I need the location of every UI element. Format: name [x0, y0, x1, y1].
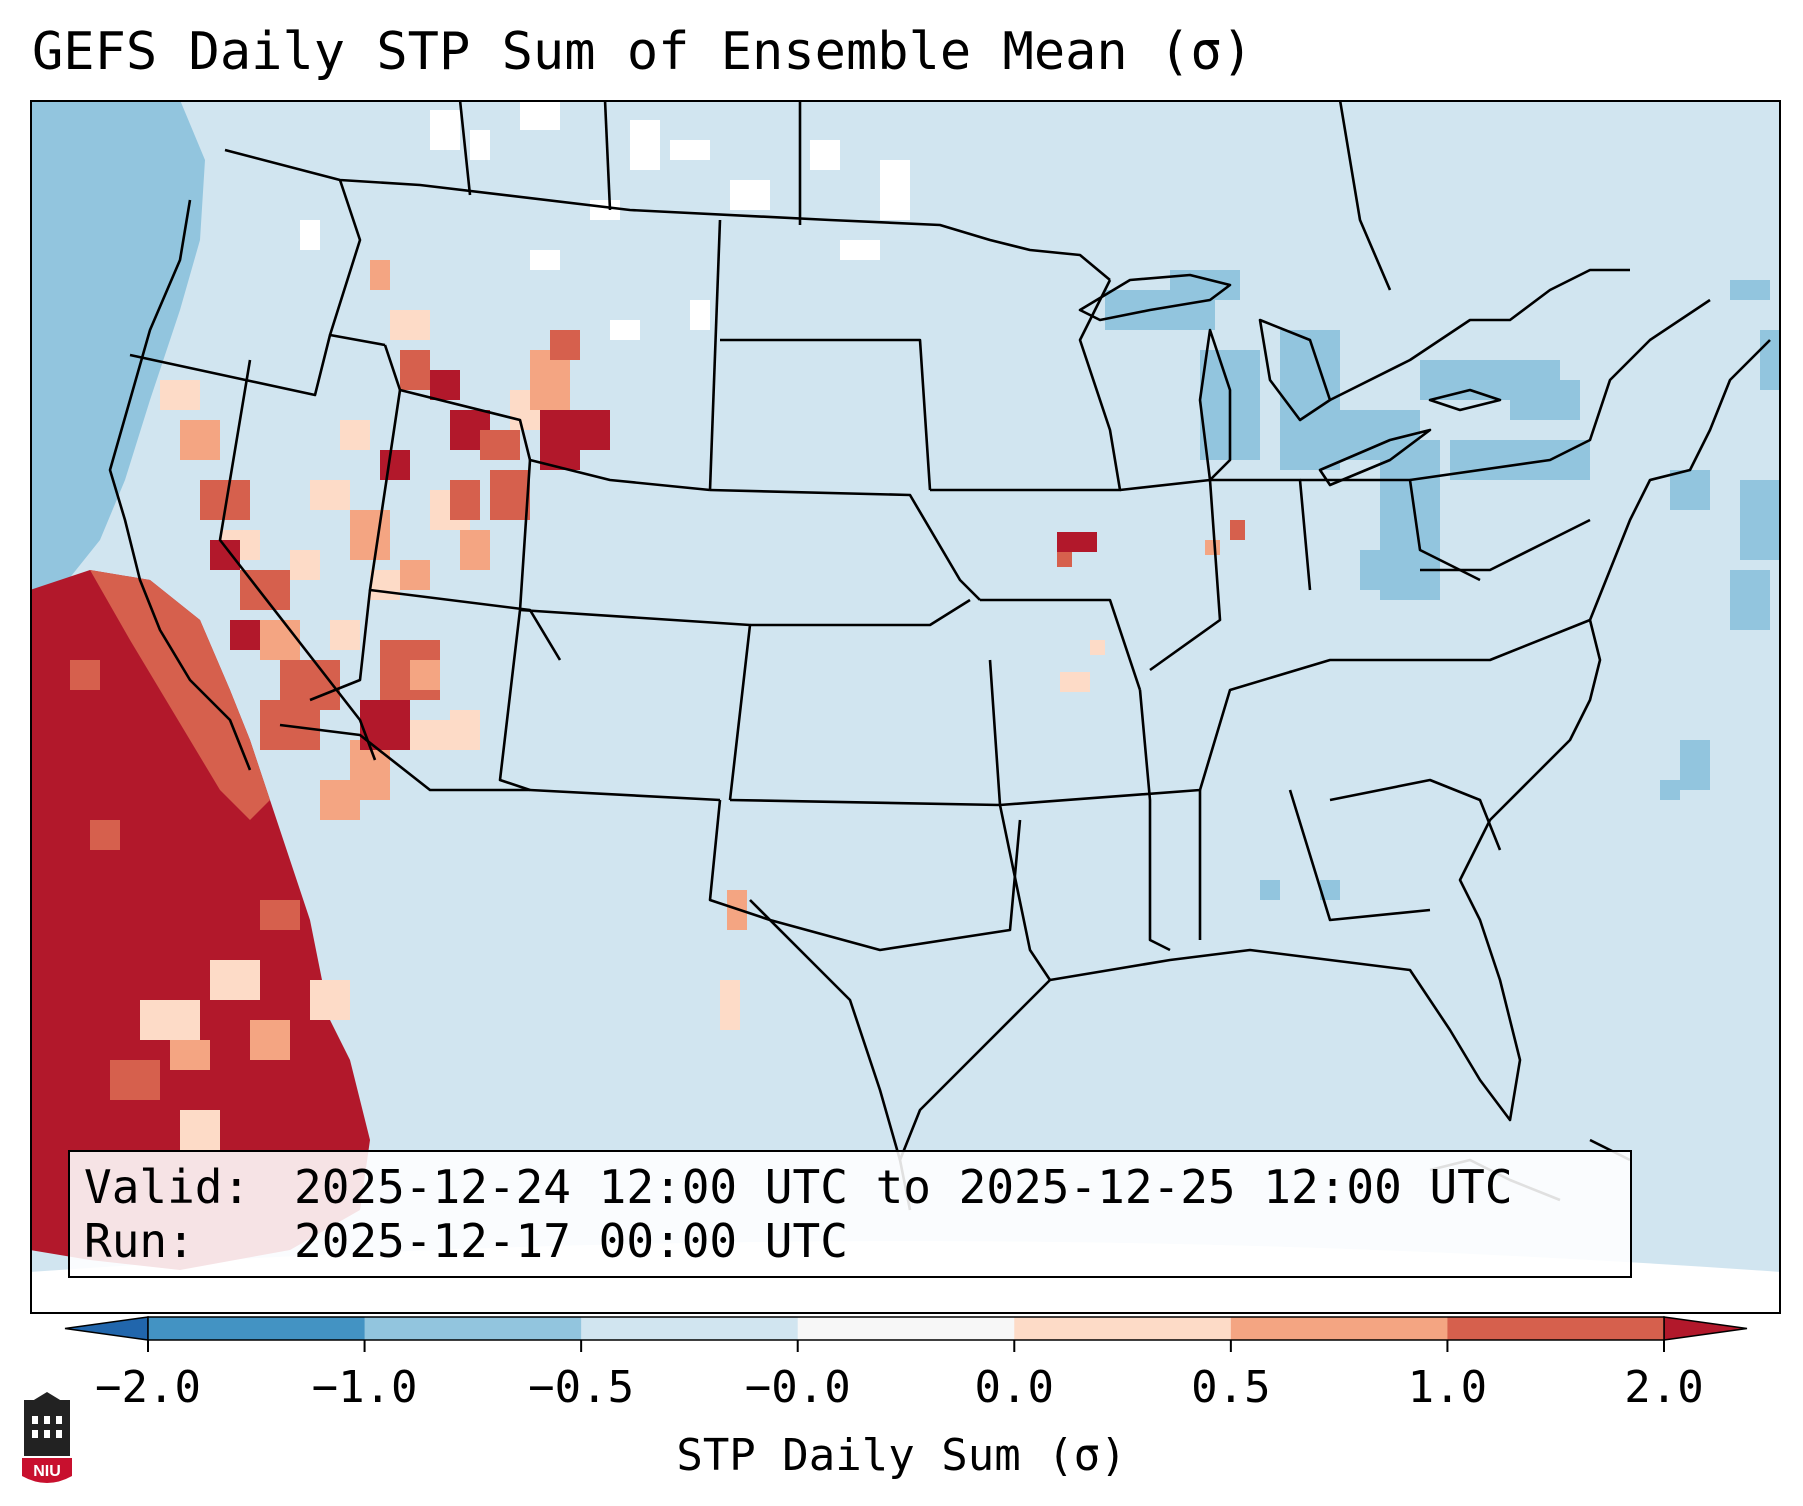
lake-superior — [1078, 273, 1232, 322]
run-value: 2025-12-17 00:00 UTC — [294, 1214, 848, 1268]
logo-text: NIU — [33, 1463, 61, 1480]
colorbar-tick-label: −0.0 — [744, 1362, 851, 1413]
colorbar-segment — [797, 1317, 1015, 1340]
colorbar-tick-label: 0.0 — [974, 1362, 1055, 1413]
us-canada-border — [224, 148, 1111, 281]
colorbar-tick-label: −0.5 — [528, 1362, 635, 1413]
pacific-negative-band — [30, 100, 205, 620]
colorbar-segment — [1447, 1317, 1665, 1340]
chart-title: GEFS Daily STP Sum of Ensemble Mean (σ) — [32, 22, 1253, 82]
gulf-atlantic-coast — [1049, 339, 1771, 1122]
valid-value: 2025-12-24 12:00 UTC to 2025-12-25 12:00… — [294, 1160, 1513, 1214]
colorbar-segment — [1014, 1317, 1232, 1340]
map-frame — [30, 100, 1781, 1314]
niu-logo: NIU — [22, 1392, 72, 1483]
valid-run-infobox: Valid: 2025-12-24 12:00 UTC to 2025-12-2… — [68, 1150, 1632, 1278]
lake-ontario — [1428, 388, 1502, 412]
idaho-wyoming-positive — [370, 260, 610, 590]
canada-white-patches — [300, 100, 910, 340]
colorbar-label: STP Daily Sum (σ) — [676, 1430, 1127, 1481]
colorbar-tick-label: −1.0 — [311, 1362, 418, 1413]
logo-roof — [24, 1392, 70, 1406]
colorbar-tick-label: 1.0 — [1407, 1362, 1488, 1413]
offshore-mixed-patches — [70, 660, 350, 1150]
colorbar-tick-label: 2.0 — [1624, 1362, 1704, 1413]
lake-erie — [1318, 428, 1432, 487]
colorbar-over-extend — [1663, 1316, 1748, 1341]
atlantic-negative — [1260, 280, 1781, 900]
run-label: Run: — [84, 1214, 195, 1268]
california-interior-positive — [160, 380, 480, 820]
west-coast — [108, 199, 252, 771]
colorbar-tick-label: 0.5 — [1191, 1362, 1271, 1413]
logo-tower — [24, 1400, 70, 1456]
logo-shield — [22, 1458, 72, 1483]
colorbar-outline — [147, 1316, 1665, 1341]
colorbar-tick-label: −2.0 — [95, 1362, 201, 1413]
colorbar-segment — [1230, 1317, 1448, 1340]
colorbar-segment — [148, 1317, 366, 1340]
colorbar — [64, 1316, 1748, 1352]
boundaries — [108, 100, 1771, 1211]
colorbar-segment — [581, 1317, 799, 1340]
colorbar-segment — [364, 1317, 582, 1340]
offshore-positive-band — [90, 570, 270, 820]
colorbar-under-extend — [64, 1316, 149, 1341]
map-panel — [30, 100, 1781, 1314]
lake-huron — [1258, 318, 1332, 422]
valid-label: Valid: — [84, 1160, 251, 1214]
lake-michigan — [1198, 328, 1232, 482]
